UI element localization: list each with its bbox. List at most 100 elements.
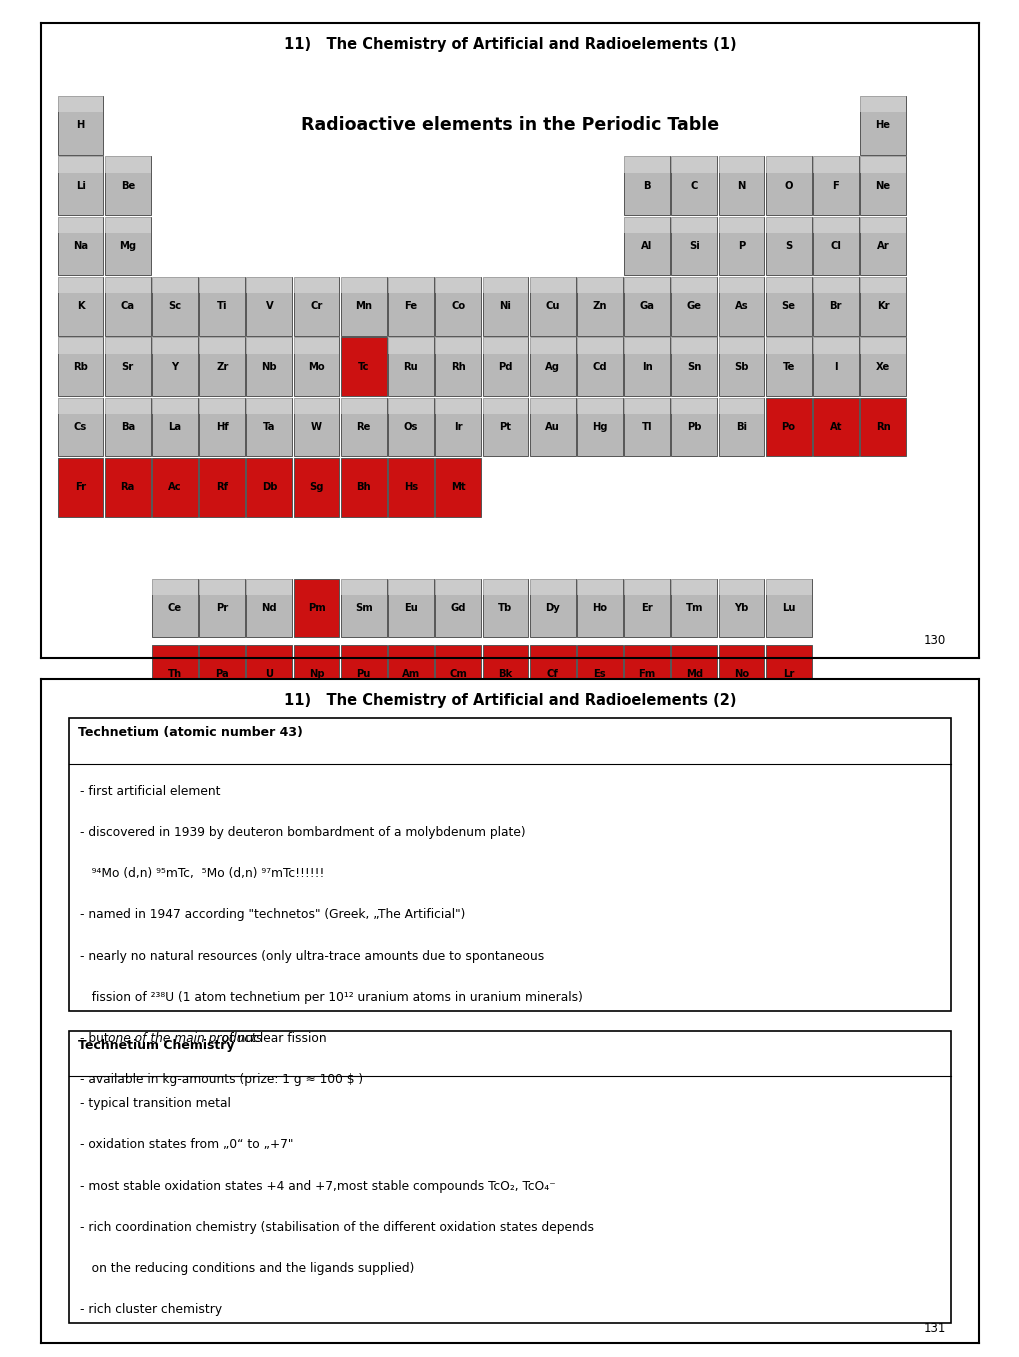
Text: In: In	[641, 362, 652, 372]
Bar	[812, 277, 858, 335]
Text: Ac: Ac	[168, 482, 181, 493]
Text: Mn: Mn	[355, 301, 372, 311]
Bar	[105, 156, 151, 172]
Bar	[812, 398, 858, 456]
Bar	[717, 578, 763, 638]
Bar	[340, 459, 386, 517]
Bar	[529, 338, 575, 396]
Text: Gd: Gd	[450, 603, 466, 613]
Bar	[482, 277, 528, 293]
Text: Te: Te	[782, 362, 794, 372]
Text: Be: Be	[120, 180, 135, 190]
Text: Mg: Mg	[119, 242, 137, 251]
Text: - most stable oxidation states +4 and +7,most stable compounds TcO₂, TcO₄⁻: - most stable oxidation states +4 and +7…	[81, 1179, 555, 1193]
Bar	[58, 96, 103, 113]
Text: Technetium Chemistry: Technetium Chemistry	[78, 1039, 234, 1052]
Bar	[58, 338, 103, 354]
Text: - discovered in 1939 by deuteron bombardment of a molybdenum plate): - discovered in 1939 by deuteron bombard…	[81, 826, 526, 839]
Bar	[624, 398, 669, 456]
Text: Ag: Ag	[544, 362, 559, 372]
Bar	[340, 578, 386, 638]
Bar	[859, 338, 905, 396]
Text: - first artificial element: - first artificial element	[81, 784, 220, 798]
Bar	[482, 645, 528, 703]
Text: He: He	[874, 121, 890, 130]
Bar	[435, 578, 481, 638]
Bar	[435, 338, 481, 354]
Text: Cl: Cl	[829, 242, 841, 251]
Bar	[717, 645, 763, 703]
Text: Hf: Hf	[216, 422, 228, 432]
Text: Li: Li	[75, 180, 86, 190]
Text: Si: Si	[688, 242, 699, 251]
Text: I: I	[834, 362, 837, 372]
Text: Se: Se	[781, 301, 795, 311]
Bar	[765, 338, 811, 354]
Text: Yb: Yb	[734, 603, 748, 613]
Bar	[58, 338, 103, 396]
Text: Zr: Zr	[216, 362, 228, 372]
Bar	[624, 578, 669, 638]
Bar	[812, 217, 858, 233]
Text: Cm: Cm	[448, 669, 467, 680]
Text: B: B	[643, 180, 650, 190]
Text: Pb: Pb	[686, 422, 701, 432]
Text: Ga: Ga	[639, 301, 654, 311]
Bar	[387, 277, 433, 293]
Bar	[387, 398, 433, 414]
Bar	[529, 578, 575, 596]
Text: Pr: Pr	[216, 603, 228, 613]
Bar	[340, 645, 386, 703]
Text: Ta: Ta	[263, 422, 275, 432]
Bar	[247, 338, 292, 354]
Bar	[624, 277, 669, 335]
Text: Dy: Dy	[545, 603, 559, 613]
Text: Ir: Ir	[453, 422, 462, 432]
Text: fission of ²³⁸U (1 atom technetium per 10¹² uranium atoms in uranium minerals): fission of ²³⁸U (1 atom technetium per 1…	[81, 991, 583, 1004]
Bar	[105, 217, 151, 233]
Text: 11)   The Chemistry of Artificial and Radioelements (1): 11) The Chemistry of Artificial and Radi…	[283, 37, 736, 52]
Bar	[529, 398, 575, 456]
Text: - available in kg-amounts (prize: 1 g ≈ 100 $ ): - available in kg-amounts (prize: 1 g ≈ …	[81, 1073, 363, 1086]
Bar	[577, 578, 622, 638]
Bar	[340, 398, 386, 414]
Text: Rn: Rn	[874, 422, 890, 432]
Bar	[671, 217, 716, 275]
Bar	[58, 398, 103, 414]
Bar	[717, 156, 763, 214]
Bar	[577, 277, 622, 335]
Bar	[765, 156, 811, 172]
Text: Rb: Rb	[73, 362, 88, 372]
Bar	[293, 277, 339, 335]
Text: Tb: Tb	[498, 603, 512, 613]
Text: Ru: Ru	[404, 362, 418, 372]
Bar	[247, 277, 292, 293]
Text: Ar: Ar	[875, 242, 889, 251]
Text: Mt: Mt	[450, 482, 465, 493]
Bar	[624, 156, 669, 214]
Bar	[435, 277, 481, 335]
Bar	[105, 277, 151, 293]
Text: Pu: Pu	[357, 669, 371, 680]
Bar	[482, 398, 528, 414]
Bar	[859, 96, 905, 113]
Bar	[435, 459, 481, 517]
Text: Md: Md	[685, 669, 702, 680]
Text: of nuclear fission: of nuclear fission	[218, 1033, 326, 1045]
Bar	[152, 398, 198, 414]
Text: Sg: Sg	[309, 482, 323, 493]
Bar	[152, 277, 198, 293]
Bar	[765, 277, 811, 335]
Text: Nd: Nd	[261, 603, 277, 613]
Bar	[529, 578, 575, 638]
Bar	[199, 459, 245, 517]
Bar	[387, 578, 433, 596]
Bar	[435, 338, 481, 396]
Bar	[387, 459, 433, 517]
Text: - nearly no natural resources (only ultra-trace amounts due to spontaneous: - nearly no natural resources (only ultr…	[81, 950, 544, 962]
Bar	[340, 277, 386, 293]
Text: Db: Db	[262, 482, 277, 493]
Bar	[717, 398, 763, 414]
Bar	[859, 156, 905, 214]
Text: Sb: Sb	[734, 362, 748, 372]
